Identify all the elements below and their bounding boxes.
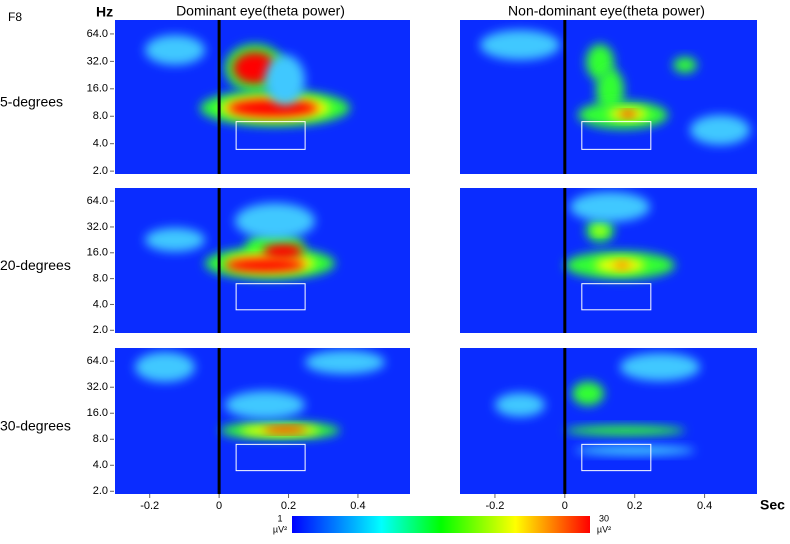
y-tick-label: 32.0 <box>87 221 108 233</box>
y-tick-label: 4.0 <box>93 138 108 150</box>
power-blob <box>480 30 560 60</box>
colorbar-unit: µV² <box>273 524 287 534</box>
y-tick-label: 8.0 <box>93 433 108 445</box>
power-blob <box>495 392 545 417</box>
colorbar-max: 30 <box>599 513 609 523</box>
theta-window <box>235 283 306 311</box>
power-blob <box>265 55 305 105</box>
power-blob <box>145 227 205 252</box>
y-tick-label: 4.0 <box>93 459 108 471</box>
x-tick-label: 0.2 <box>281 500 296 512</box>
heatmap-panel <box>460 188 757 333</box>
y-tick-label: 16.0 <box>87 83 108 95</box>
theta-window <box>581 121 652 150</box>
x-tick-label: -0.2 <box>485 500 504 512</box>
power-blob <box>565 425 685 436</box>
column-title: Non-dominant eye(theta power) <box>508 3 705 19</box>
x-axis-label: Sec <box>760 497 785 513</box>
x-tick-label: 0 <box>562 500 568 512</box>
y-tick-label: 2.0 <box>93 324 108 336</box>
power-blob <box>225 390 305 419</box>
theta-window <box>235 121 306 150</box>
row-label: 20-degrees <box>0 257 71 273</box>
y-tick-label: 16.0 <box>87 407 108 419</box>
power-blob <box>145 35 205 65</box>
row-label: 5-degrees <box>0 94 63 110</box>
power-blob <box>572 381 604 406</box>
colorbar-min: 1 <box>277 513 282 523</box>
power-blob <box>620 111 636 117</box>
y-tick-label: 8.0 <box>93 110 108 122</box>
theta-window <box>235 443 306 472</box>
y-tick-label: 32.0 <box>87 381 108 393</box>
power-blob <box>594 226 606 235</box>
colorbar <box>292 516 590 533</box>
column-title: Dominant eye(theta power) <box>176 3 345 19</box>
power-blob <box>620 352 700 381</box>
heatmap-panel <box>460 20 757 174</box>
y-tick-label: 32.0 <box>87 55 108 67</box>
heatmap-panel <box>115 20 410 174</box>
power-blob <box>570 191 650 222</box>
y-tick-label: 2.0 <box>93 485 108 497</box>
x-tick-label: -0.2 <box>140 500 159 512</box>
power-blob <box>614 261 630 270</box>
y-tick-label: 64.0 <box>87 195 108 207</box>
power-blob <box>235 202 315 239</box>
power-blob <box>228 99 318 117</box>
panel-background <box>460 348 757 494</box>
y-axis-label: Hz <box>96 4 113 20</box>
power-blob <box>263 243 303 260</box>
row-label: 30-degrees <box>0 418 71 434</box>
x-tick-label: 0.2 <box>627 500 642 512</box>
y-tick-label: 4.0 <box>93 298 108 310</box>
heatmap-panel <box>115 188 410 333</box>
power-blob <box>673 57 697 73</box>
y-tick-label: 16.0 <box>87 247 108 259</box>
x-tick-label: 0 <box>216 500 222 512</box>
theta-window <box>581 443 652 472</box>
y-tick-label: 2.0 <box>93 165 108 177</box>
power-blob <box>305 350 385 375</box>
power-blob <box>596 68 624 112</box>
power-blob <box>690 115 750 145</box>
colorbar-unit: µV² <box>597 524 611 534</box>
y-tick-label: 8.0 <box>93 273 108 285</box>
x-tick-label: 0.4 <box>697 500 712 512</box>
y-tick-label: 64.0 <box>87 355 108 367</box>
theta-window <box>581 283 652 311</box>
x-tick-label: 0.4 <box>350 500 365 512</box>
power-blob <box>225 258 305 273</box>
heatmap-panel <box>460 348 757 494</box>
y-tick-label: 64.0 <box>87 28 108 40</box>
heatmap-panel <box>115 348 410 494</box>
power-blob <box>263 426 307 433</box>
channel-label: F8 <box>8 10 22 24</box>
power-blob <box>135 351 195 382</box>
power-blob <box>575 445 695 456</box>
